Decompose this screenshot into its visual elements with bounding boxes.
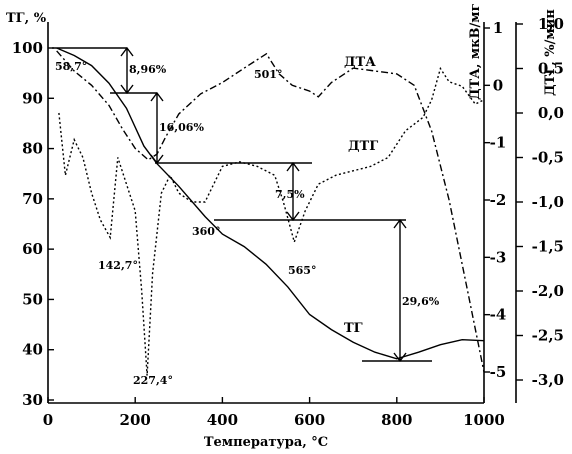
dta-tick-label: -5: [490, 363, 507, 381]
peak-label: 227,4°: [133, 374, 173, 387]
dta-tick-label: 0: [493, 76, 503, 94]
left-tick-label: 60: [22, 240, 43, 258]
mass-loss-label: 29,6%: [402, 295, 440, 308]
peak-label: 501°: [254, 68, 282, 81]
mass-loss-guide-2: [110, 91, 164, 165]
dtg-tick-label: 0,0: [538, 104, 564, 122]
mass-loss-label: 7,5%: [275, 188, 305, 201]
dta-tick-label: 1: [493, 19, 503, 37]
x-tick-label: 1000: [463, 411, 505, 429]
x-tick-label: 200: [120, 411, 151, 429]
left-tick-label: 30: [22, 391, 43, 409]
tg-series-line: [56, 47, 485, 360]
mass-loss-label: 8,96%: [129, 63, 167, 76]
left-tick-label: 70: [22, 190, 43, 208]
peak-label: 142,7°: [98, 259, 138, 272]
mass-loss-guides: [52, 46, 432, 363]
dtg-tick-label: -1,5: [532, 238, 564, 256]
mass-loss-guide-3: [155, 161, 312, 222]
dtg-tick-label: 1,0: [538, 15, 564, 33]
dtg-axis-title: ДТГ, %/мин: [543, 9, 558, 96]
left-tick-label: 80: [22, 140, 43, 158]
peak-label: 58,7°: [55, 60, 87, 73]
tg-series-label: ТГ: [344, 321, 363, 336]
dta-axis-ticks: -5 -4 -3 -2 -1 0 1: [484, 19, 506, 381]
dta-tick-label: -4: [490, 306, 507, 324]
mass-loss-guide-1: [52, 46, 134, 95]
dtg-axis-ticks: -3,0 -2,5 -2,0 -1,5 -1,0 -0,5 0,0 0,5 1,0: [516, 15, 564, 389]
x-tick-label: 400: [207, 411, 238, 429]
dtg-series-line: [58, 66, 485, 376]
peak-label: 360°: [192, 225, 220, 238]
x-tick-label: 600: [294, 411, 325, 429]
dta-tick-label: -1: [490, 134, 507, 152]
mass-loss-guide-4: [214, 218, 432, 363]
dtg-tick-label: 0,5: [538, 60, 564, 78]
dtg-tick-label: -1,0: [532, 193, 564, 211]
dta-tick-label: -3: [490, 248, 507, 266]
dtg-tick-label: -0,5: [532, 149, 564, 167]
dta-axis-title: ДТА, мкВ/мг: [468, 3, 483, 100]
x-axis-title: Температура, °С: [204, 435, 328, 450]
mass-loss-label: 16,06%: [159, 121, 204, 134]
left-tick-label: 90: [22, 89, 43, 107]
left-axis-ticks: 30 40 50 60 70 80 90 100: [12, 39, 54, 409]
x-tick-label: 0: [43, 411, 53, 429]
dtg-series-label: ДТГ: [348, 139, 378, 154]
dta-tick-label: -2: [490, 191, 507, 209]
x-axis-ticks: 0 200 400 600 800 1000: [43, 397, 505, 429]
dta-series-label: ДТА: [344, 55, 376, 70]
dtg-tick-label: -3,0: [532, 371, 564, 389]
left-tick-label: 50: [22, 290, 43, 308]
left-axis-title: ТГ, %: [6, 11, 47, 26]
dtg-tick-label: -2,0: [532, 282, 564, 300]
left-tick-label: 100: [12, 39, 43, 57]
peak-label: 565°: [288, 264, 316, 277]
left-tick-label: 40: [22, 341, 43, 359]
dta-series-line: [56, 50, 485, 373]
x-tick-label: 800: [381, 411, 412, 429]
dtg-tick-label: -2,5: [532, 327, 564, 345]
